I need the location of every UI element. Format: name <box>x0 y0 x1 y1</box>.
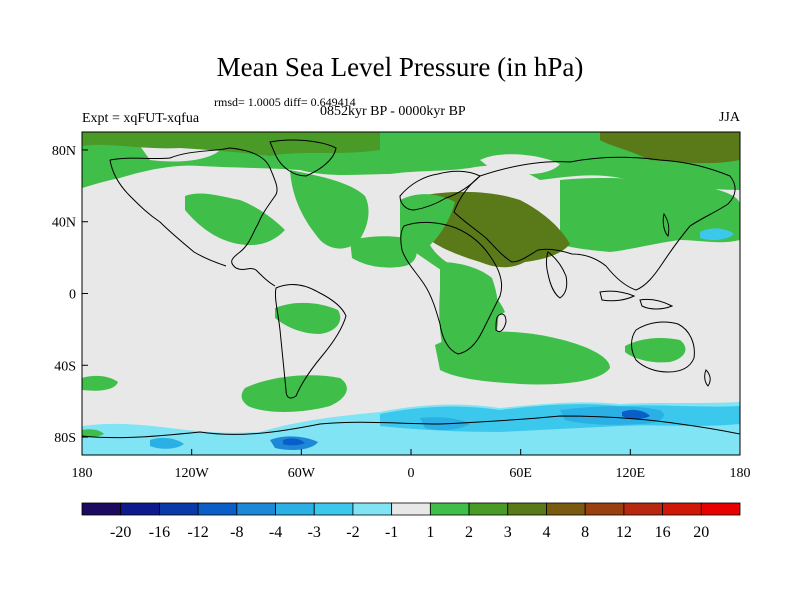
lon-tick-label: 60E <box>509 466 532 481</box>
contour-arctic-dark <box>82 132 380 156</box>
contour-eurasia-green <box>560 177 740 252</box>
colorbar-label: 8 <box>581 524 589 541</box>
colorbar-swatch <box>352 502 393 516</box>
colorbar-label: 12 <box>616 524 632 541</box>
contour-antarctica-deep <box>622 409 650 419</box>
chart-title: Mean Sea Level Pressure (in hPa) <box>216 52 584 82</box>
coastline-asia <box>453 156 736 291</box>
lat-tick-label: 0 <box>69 288 76 303</box>
contour-green-patch <box>82 429 104 438</box>
contour-antarctica-dark <box>150 437 184 449</box>
colorbar-label: -2 <box>346 524 359 541</box>
contour-north-america-green <box>185 193 285 246</box>
colorbar-label: -3 <box>308 524 321 541</box>
colorbar: -20 -16 -12 -8 -4 -3 -2 -1 1 2 3 4 8 12 16 20 <box>81 502 741 541</box>
colorbar-swatch <box>120 502 160 516</box>
lon-tick-label: 60W <box>288 466 316 481</box>
coastline-north-america <box>109 147 278 287</box>
lat-tick-label: 40N <box>52 216 76 231</box>
coastline-antarctica <box>82 415 740 439</box>
coastline-japan <box>662 212 670 237</box>
coastline-europe <box>399 170 481 211</box>
colorbar-swatch <box>236 502 276 516</box>
contour-middle-east-dark <box>418 191 570 268</box>
season-label: JJA <box>718 110 740 125</box>
colorbar-swatch <box>507 502 547 516</box>
colorbar-swatch <box>275 502 315 516</box>
lon-tick-label: 180 <box>730 466 751 481</box>
axis-ticks: 180 120W 60W 0 60E 120E 180 80N 40N 0 40S 80S <box>52 144 751 481</box>
colorbar-label: 2 <box>465 524 473 541</box>
coastlines <box>82 139 740 439</box>
colorbar-swatch <box>546 502 586 516</box>
colorbar-swatch <box>313 502 354 516</box>
contour-pacific-blue <box>700 228 734 241</box>
colorbar-label: 3 <box>504 524 512 541</box>
colorbar-swatch <box>159 502 199 516</box>
coastline-greenland <box>269 139 337 177</box>
colorbar-swatch <box>584 502 625 516</box>
contour-grey-patch <box>480 154 560 175</box>
colorbar-swatch <box>429 502 470 516</box>
colorbar-swatch <box>700 502 741 516</box>
coastline-india <box>546 251 568 299</box>
colorbar-label: -16 <box>149 524 170 541</box>
colorbar-swatch <box>81 502 122 516</box>
coastline-south-america <box>275 284 347 399</box>
colorbar-label: -1 <box>385 524 398 541</box>
contour-south-atlantic <box>241 375 347 412</box>
contour-south-america-green <box>275 302 341 334</box>
colorbar-label: -4 <box>269 524 282 541</box>
coastline-australia <box>631 321 695 373</box>
lon-tick-label: 180 <box>72 466 93 481</box>
contour-siberia-dark <box>600 132 740 164</box>
contour-atlantic-equatorial <box>350 236 417 268</box>
coastline-new-zealand <box>704 369 711 387</box>
colorbar-swatch <box>391 502 431 516</box>
contour-west-pacific-green <box>82 375 118 391</box>
period-label: 0852kyr BP - 0000kyr BP <box>320 104 466 119</box>
colorbar-swatch <box>662 502 702 516</box>
colorbar-swatch <box>197 502 238 516</box>
colorbar-label: 1 <box>426 524 434 541</box>
lon-tick-label: 120W <box>175 466 210 481</box>
lat-tick-label: 80S <box>54 431 76 446</box>
colorbar-label: -8 <box>230 524 243 541</box>
colorbar-label: -20 <box>110 524 131 541</box>
colorbar-label: -12 <box>187 524 208 541</box>
lon-tick-label: 120E <box>616 466 646 481</box>
coastline-indonesia <box>599 290 674 310</box>
contour-south-indian <box>435 331 610 385</box>
colorbar-swatch <box>468 502 509 516</box>
contour-australia-green <box>625 338 686 363</box>
colorbar-label: 4 <box>542 524 550 541</box>
stats-subtitle: rmsd= 1.0005 diff= 0.649414 <box>214 95 356 109</box>
coastline-africa <box>400 221 503 355</box>
contour-west-atlantic-green <box>290 170 369 249</box>
colorbar-label: 20 <box>693 524 709 541</box>
experiment-label: Expt = xqFUT-xqfua <box>82 111 200 126</box>
contour-antarctica-deep <box>283 438 305 446</box>
coastline-madagascar <box>495 313 507 333</box>
colorbar-swatch <box>623 502 663 516</box>
lon-tick-label: 0 <box>408 466 415 481</box>
contour-fill-layer <box>82 132 740 455</box>
lat-tick-label: 40S <box>54 359 76 374</box>
lat-tick-label: 80N <box>52 144 76 159</box>
colorbar-label: 16 <box>655 524 671 541</box>
